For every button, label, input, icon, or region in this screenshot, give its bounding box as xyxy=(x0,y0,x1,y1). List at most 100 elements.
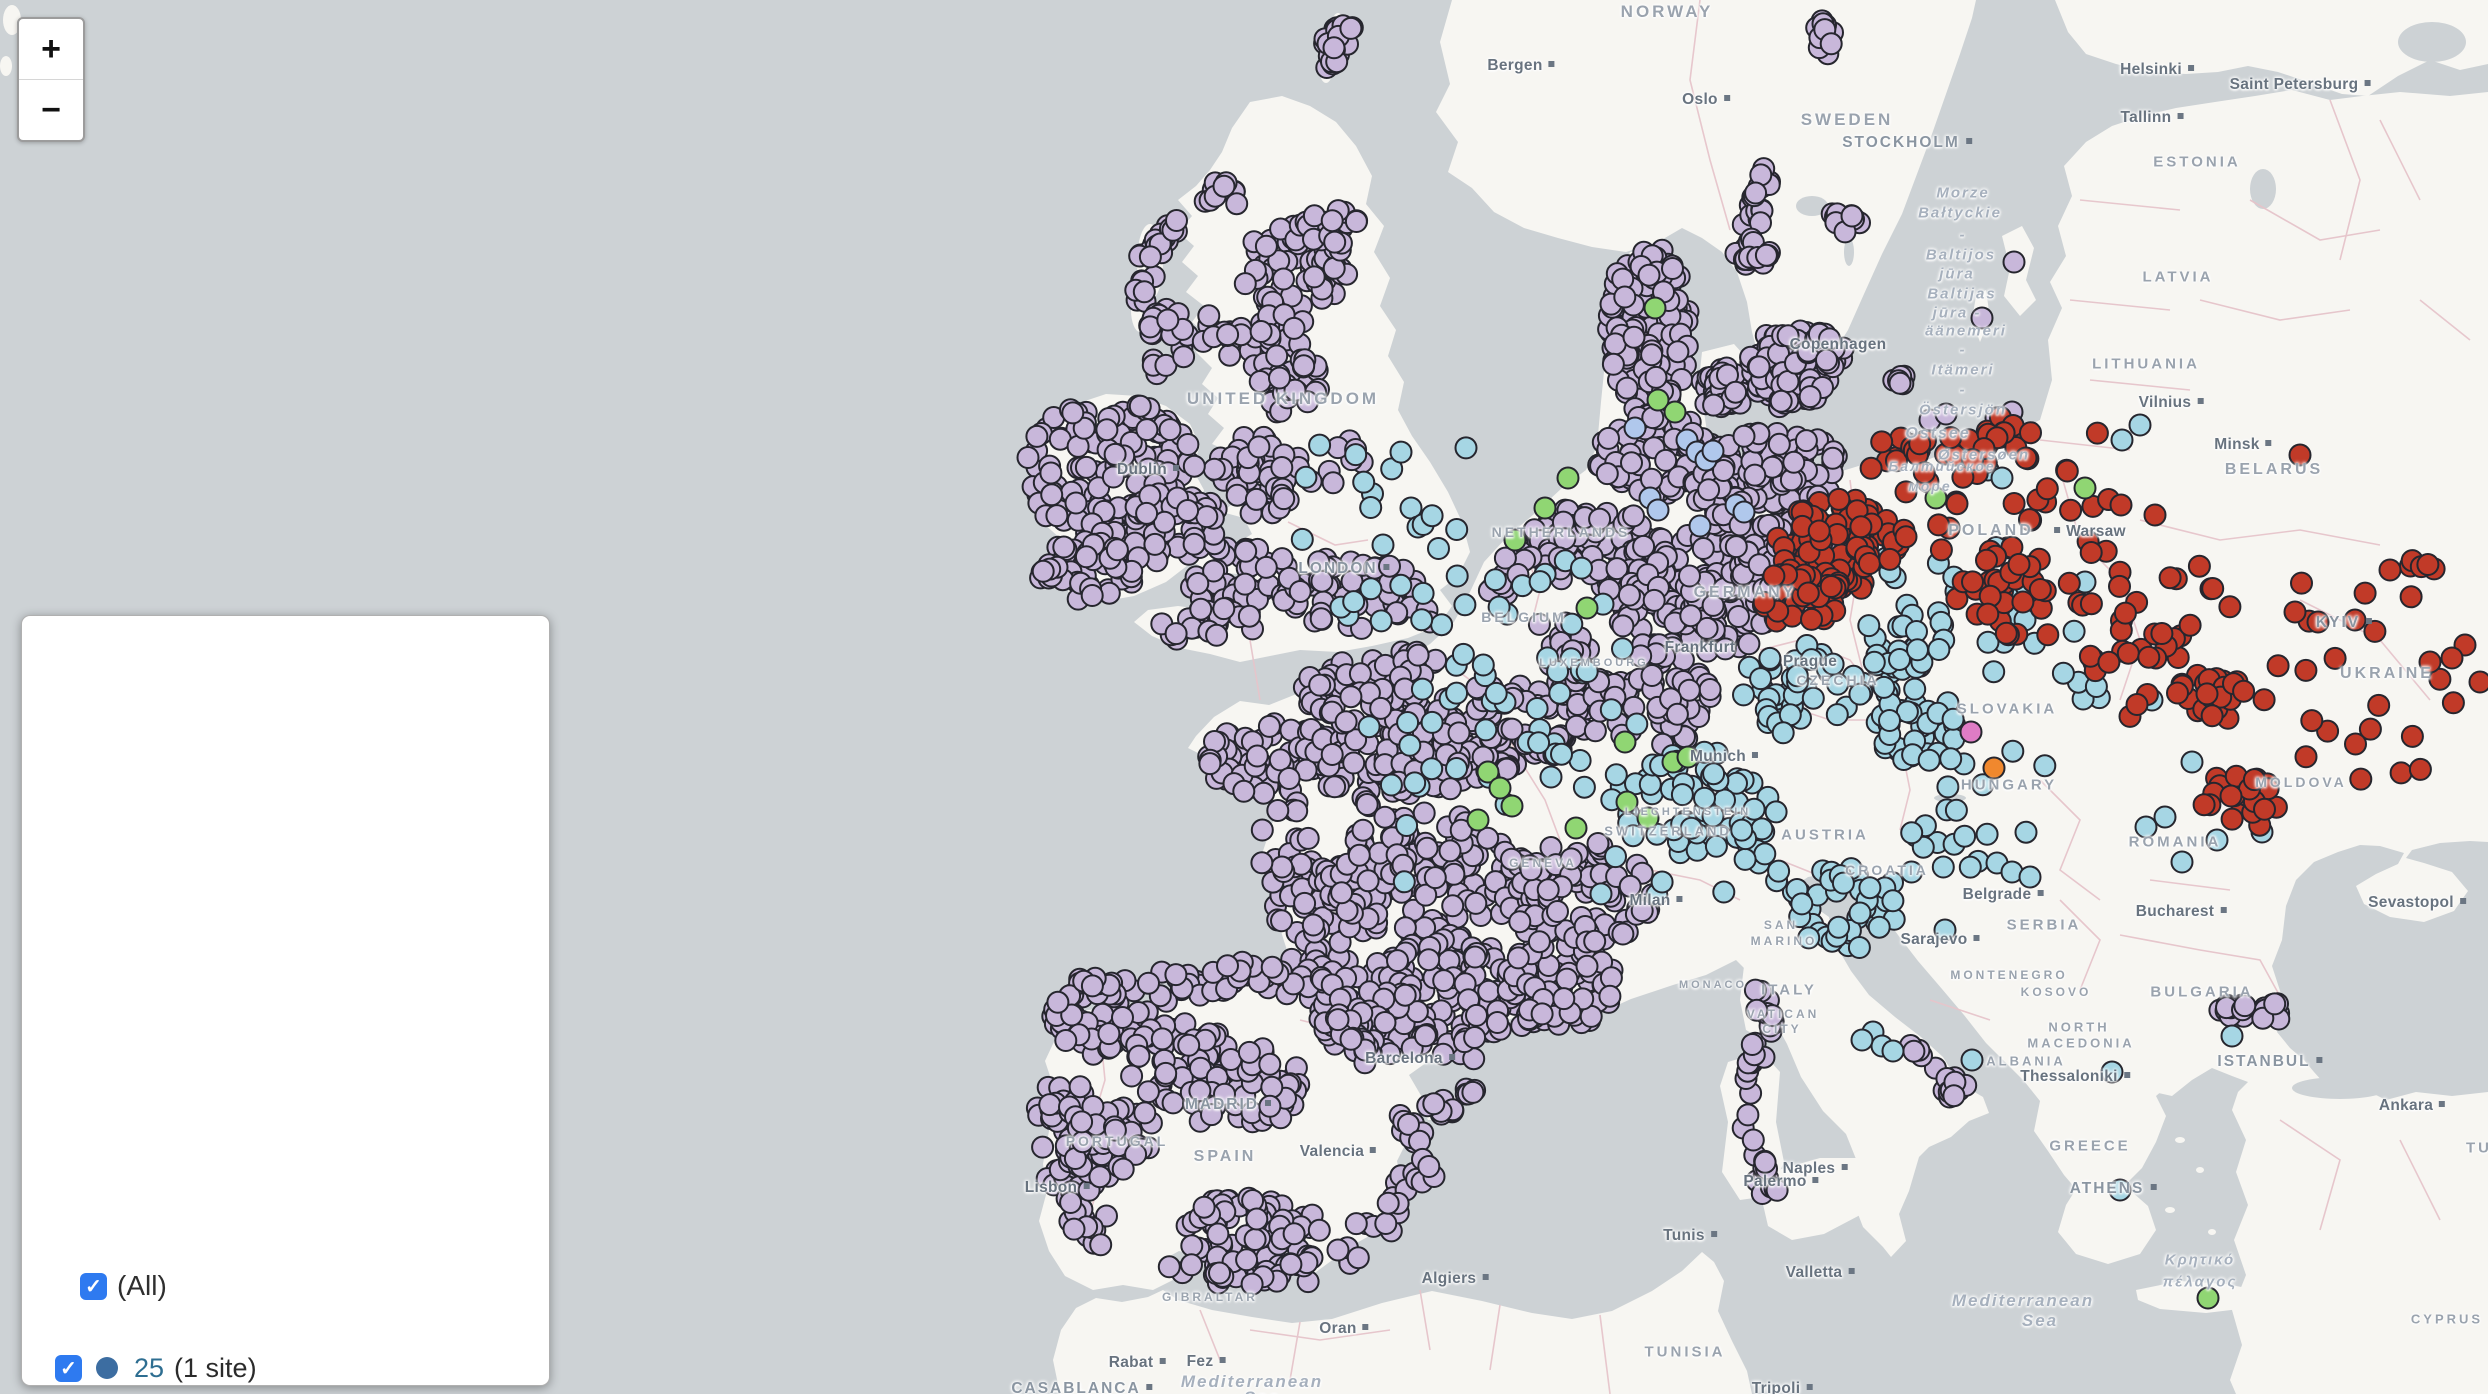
data-point[interactable] xyxy=(1233,572,1257,596)
data-point[interactable] xyxy=(1376,1191,1400,1215)
data-point[interactable] xyxy=(1243,1228,1267,1251)
data-point[interactable] xyxy=(1309,607,1333,631)
data-point[interactable] xyxy=(2079,592,2103,616)
data-point[interactable] xyxy=(1500,794,1524,818)
data-point[interactable] xyxy=(1724,380,1748,404)
data-point[interactable] xyxy=(1294,465,1318,489)
data-point[interactable] xyxy=(1704,834,1728,858)
data-point[interactable] xyxy=(1249,320,1273,343)
data-point[interactable] xyxy=(1850,1028,1874,1052)
legend-item-25[interactable]: ✓ 25 (1 site) xyxy=(55,1351,257,1385)
data-point[interactable] xyxy=(1912,461,1936,485)
data-point[interactable] xyxy=(1344,1212,1368,1236)
data-point[interactable] xyxy=(1758,646,1782,670)
data-point[interactable] xyxy=(2014,446,2038,470)
data-point[interactable] xyxy=(1483,568,1507,592)
data-point[interactable] xyxy=(1623,416,1647,440)
data-point[interactable] xyxy=(1105,538,1129,562)
data-point[interactable] xyxy=(2116,641,2140,665)
data-point[interactable] xyxy=(1195,505,1219,529)
data-point[interactable] xyxy=(1334,710,1358,734)
data-point[interactable] xyxy=(1533,496,1557,520)
data-point[interactable] xyxy=(1339,16,1363,40)
data-point[interactable] xyxy=(2218,595,2242,619)
data-point[interactable] xyxy=(1862,650,1886,674)
data-point[interactable] xyxy=(1693,786,1716,810)
data-point[interactable] xyxy=(1698,678,1722,701)
data-point[interactable] xyxy=(1737,632,1761,656)
data-point[interactable] xyxy=(1902,1039,1926,1063)
data-point[interactable] xyxy=(1827,915,1851,939)
data-point[interactable] xyxy=(1463,945,1487,969)
data-point[interactable] xyxy=(1644,365,1668,389)
data-point[interactable] xyxy=(1031,1135,1055,1159)
data-point[interactable] xyxy=(1344,210,1368,233)
data-point[interactable] xyxy=(1257,714,1281,738)
data-point[interactable] xyxy=(1420,504,1444,528)
data-point[interactable] xyxy=(2306,610,2330,634)
data-point[interactable] xyxy=(1982,756,2006,780)
data-point[interactable] xyxy=(1302,265,1326,289)
data-point[interactable] xyxy=(1743,978,1767,1002)
data-point[interactable] xyxy=(2288,443,2312,467)
data-point[interactable] xyxy=(1782,450,1806,474)
data-point[interactable] xyxy=(1205,623,1229,647)
data-point[interactable] xyxy=(1742,797,1766,821)
data-point[interactable] xyxy=(1290,527,1314,551)
data-point[interactable] xyxy=(2416,553,2440,576)
data-point[interactable] xyxy=(1548,681,1572,705)
data-point[interactable] xyxy=(1158,418,1182,442)
data-point[interactable] xyxy=(1597,426,1620,450)
data-point[interactable] xyxy=(2134,815,2158,839)
data-point[interactable] xyxy=(1270,855,1294,879)
data-point[interactable] xyxy=(2200,704,2224,728)
data-point[interactable] xyxy=(1670,783,1694,807)
data-point[interactable] xyxy=(1506,946,1530,970)
data-point[interactable] xyxy=(1743,463,1767,487)
data-point[interactable] xyxy=(1270,909,1293,933)
data-point[interactable] xyxy=(2062,619,2086,643)
data-point[interactable] xyxy=(2400,724,2424,748)
data-point[interactable] xyxy=(1625,712,1649,736)
data-point[interactable] xyxy=(1410,677,1434,701)
data-point[interactable] xyxy=(1942,1084,1966,1108)
data-point[interactable] xyxy=(1632,534,1656,558)
data-point[interactable] xyxy=(1857,552,1881,575)
data-point[interactable] xyxy=(1741,1128,1765,1152)
data-point[interactable] xyxy=(1500,717,1524,741)
data-point[interactable] xyxy=(1924,486,1948,510)
data-point[interactable] xyxy=(1888,371,1912,395)
data-point[interactable] xyxy=(1369,696,1393,720)
data-point[interactable] xyxy=(1052,535,1076,559)
data-point[interactable] xyxy=(2232,679,2256,703)
data-point[interactable] xyxy=(1233,272,1257,296)
data-point[interactable] xyxy=(2399,585,2423,609)
data-point[interactable] xyxy=(1308,433,1332,457)
data-point[interactable] xyxy=(1643,296,1667,320)
data-point[interactable] xyxy=(2166,681,2189,705)
data-point[interactable] xyxy=(1080,974,1104,998)
data-point[interactable] xyxy=(1143,532,1167,556)
data-point[interactable] xyxy=(1254,234,1278,258)
data-point[interactable] xyxy=(2219,784,2243,808)
data-point[interactable] xyxy=(1611,637,1634,661)
data-point[interactable] xyxy=(1794,429,1818,453)
data-point[interactable] xyxy=(1679,604,1703,628)
data-point[interactable] xyxy=(1678,564,1701,588)
data-point[interactable] xyxy=(1373,1011,1397,1034)
data-point[interactable] xyxy=(1285,799,1309,823)
data-point[interactable] xyxy=(1260,955,1284,979)
data-point[interactable] xyxy=(1216,323,1240,347)
data-point[interactable] xyxy=(1679,816,1703,840)
data-point[interactable] xyxy=(1900,860,1924,884)
data-point[interactable] xyxy=(1575,596,1599,620)
data-point[interactable] xyxy=(1994,621,2018,645)
data-point[interactable] xyxy=(1975,548,1998,572)
data-point[interactable] xyxy=(2233,994,2257,1018)
data-point[interactable] xyxy=(1254,555,1278,579)
data-point[interactable] xyxy=(1712,880,1736,904)
data-point[interactable] xyxy=(1320,743,1344,766)
data-point[interactable] xyxy=(1208,1261,1231,1285)
data-point[interactable] xyxy=(1858,876,1882,900)
data-point[interactable] xyxy=(1272,487,1296,511)
